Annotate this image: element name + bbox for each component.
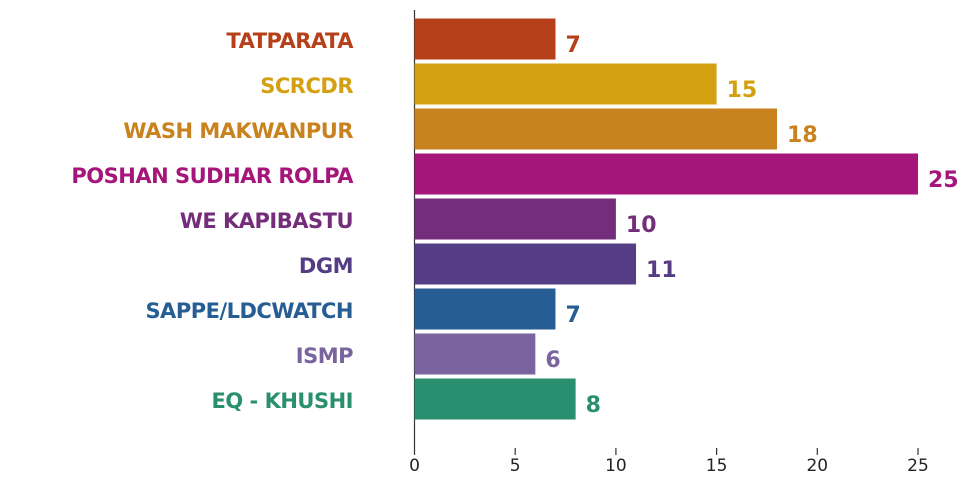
category-label: EQ - KHUSHI — [212, 389, 353, 413]
category-label: ISMP — [296, 344, 353, 368]
value-label: 18 — [787, 123, 818, 148]
value-label: 8 — [586, 393, 601, 418]
bar — [414, 378, 576, 420]
value-label: 6 — [545, 348, 560, 373]
value-label: 25 — [928, 168, 958, 193]
bar — [414, 63, 717, 105]
x-tick-label: 25 — [907, 456, 929, 476]
value-label: 7 — [565, 303, 580, 328]
category-label: DGM — [299, 254, 353, 278]
category-label: WASH MAKWANPUR — [123, 119, 353, 143]
bar — [414, 153, 918, 195]
bar — [414, 18, 556, 60]
value-label: 7 — [565, 33, 580, 58]
bar — [414, 243, 637, 285]
bar — [414, 198, 616, 240]
category-label: WE KAPIBASTU — [180, 209, 353, 233]
x-tick-label: 5 — [510, 456, 521, 476]
bar — [414, 288, 556, 330]
category-label: POSHAN SUDHAR ROLPA — [71, 164, 354, 188]
bar — [414, 333, 536, 375]
value-label: 15 — [727, 78, 758, 103]
x-tick-label: 0 — [409, 456, 420, 476]
category-label: SCRCDR — [260, 74, 353, 98]
category-label: TATPARATA — [226, 29, 354, 53]
x-tick-label: 10 — [605, 456, 627, 476]
value-label: 10 — [626, 213, 657, 238]
value-label: 11 — [646, 258, 677, 283]
bar — [414, 108, 778, 150]
category-label: SAPPE/LDCWATCH — [145, 299, 353, 323]
x-tick-label: 15 — [706, 456, 728, 476]
x-tick-label: 20 — [806, 456, 828, 476]
